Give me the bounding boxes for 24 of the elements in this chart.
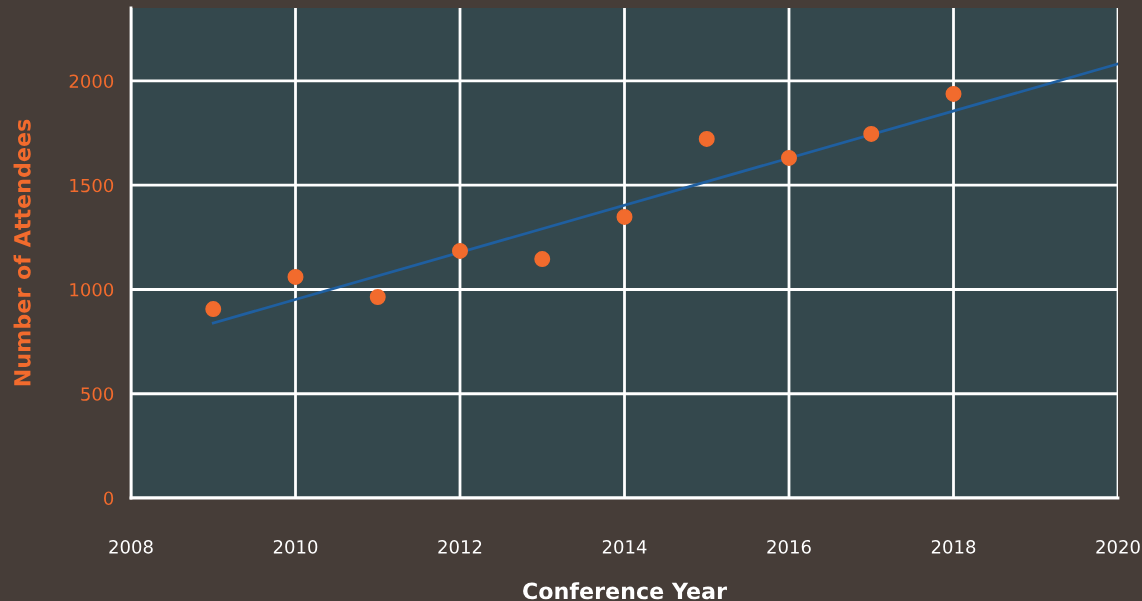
x-tick-label: 2012 <box>438 539 482 554</box>
point <box>863 125 880 142</box>
point <box>781 149 797 166</box>
point <box>369 289 386 305</box>
point <box>534 251 551 268</box>
y-tick-label: 500 <box>81 387 114 401</box>
x-axis-title: Conference Year <box>523 582 727 600</box>
y-tick-label: 1500 <box>70 178 114 193</box>
y-tick-label: 2000 <box>69 74 114 89</box>
x-tick-label: 2010 <box>273 539 318 554</box>
point <box>698 130 715 147</box>
point <box>945 85 962 102</box>
point <box>452 242 468 259</box>
y-tick-label: 0 <box>104 491 114 506</box>
x-tick-label: 2018 <box>931 539 976 554</box>
y-axis-title: Number of Attendees <box>13 119 31 386</box>
x-tick-label: 2020 <box>1096 539 1140 554</box>
y-tick-label: 1000 <box>70 282 114 297</box>
x-tick-label: 2014 <box>602 539 647 554</box>
point <box>287 269 304 285</box>
point <box>616 208 633 225</box>
x-tick-label: 2008 <box>109 539 153 554</box>
point <box>205 301 222 318</box>
x-tick-label: 2016 <box>767 539 811 554</box>
